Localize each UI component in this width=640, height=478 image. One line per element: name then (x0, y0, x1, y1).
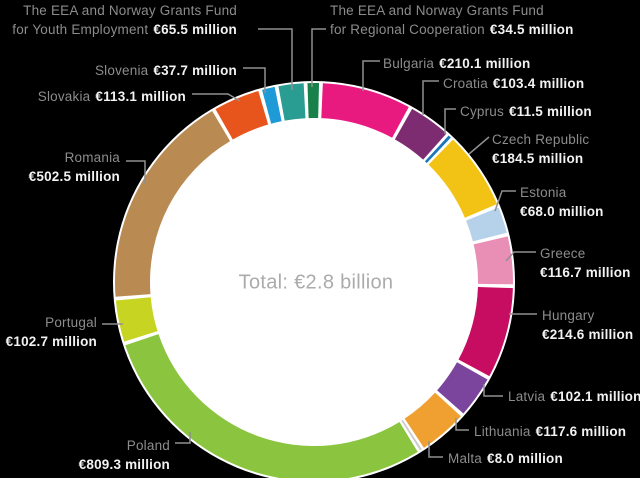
segment-lithuania[interactable] (404, 392, 461, 448)
label-value: €65.5 million (153, 22, 237, 37)
segment-poland[interactable] (125, 334, 418, 478)
label-value: €34.5 million (489, 22, 574, 37)
leader-line-bulgaria (362, 60, 380, 91)
leader-line-poland (175, 432, 191, 444)
segment-estonia[interactable] (466, 207, 507, 242)
leader-line-malta (428, 441, 443, 458)
label-name: Hungary (542, 308, 595, 323)
segment-portugal[interactable] (115, 297, 158, 342)
leader-line-lithuania (455, 418, 469, 431)
leader-line-slovakia (192, 93, 241, 102)
label-value: €214.6 million (542, 327, 634, 342)
leader-line-cyprus (444, 108, 456, 134)
label-value: €184.5 million (492, 151, 584, 166)
label-malta: Malta €8.0 million (448, 449, 563, 468)
label-name: Romania (64, 150, 120, 165)
label-name: The EEA and Norway Grants Fund (23, 3, 237, 18)
label-name: Cyprus (460, 104, 504, 119)
leader-line-romania (126, 160, 146, 184)
label-name: Malta (448, 451, 483, 466)
segment-croatia[interactable] (394, 108, 447, 160)
label-value: €11.5 million (508, 104, 592, 119)
label-name: Estonia (520, 185, 567, 200)
label-name: for Regional Cooperation (330, 22, 485, 37)
segment-bulgaria[interactable] (321, 83, 409, 138)
label-fund-youth-employment: The EEA and Norway Grants Fund for Youth … (12, 1, 237, 39)
label-fund-regional-cooperation: The EEA and Norway Grants Fund for Region… (330, 1, 574, 39)
label-name: Portugal (45, 315, 97, 330)
label-bulgaria: Bulgaria €210.1 million (383, 54, 530, 73)
label-value: €8.0 million (487, 451, 563, 466)
label-lithuania: Lithuania €117.6 million (474, 422, 626, 441)
label-name: Czech Republic (492, 132, 590, 147)
segment-cyprus[interactable] (424, 135, 451, 163)
label-value: €502.5 million (28, 169, 120, 184)
label-value: €210.1 million (439, 56, 531, 71)
segment-hungary[interactable] (458, 287, 513, 377)
label-name: The EEA and Norway Grants Fund (330, 3, 544, 18)
leader-line-czech-republic (468, 136, 490, 155)
label-name: Bulgaria (383, 56, 435, 71)
segment-latvia[interactable] (437, 362, 488, 414)
segment-czech-republic[interactable] (428, 139, 498, 218)
label-name: Slovenia (94, 63, 149, 78)
segment-fund-regional-cooperation[interactable] (307, 82, 320, 119)
leader-line-croatia (422, 80, 439, 115)
label-poland: Poland €809.3 million (79, 436, 170, 474)
label-value: €117.6 million (535, 424, 627, 439)
label-value: €116.7 million (540, 265, 631, 280)
leader-line-slovenia (243, 67, 266, 93)
label-name: Lithuania (474, 424, 531, 439)
label-greece: Greece €116.7 million (540, 244, 631, 282)
label-slovenia: Slovenia €37.7 million (95, 61, 237, 80)
label-name: Slovakia (37, 89, 91, 104)
label-slovakia: Slovakia €113.1 million (38, 87, 186, 106)
label-value: €37.7 million (153, 63, 237, 78)
label-hungary: Hungary €214.6 million (542, 306, 633, 344)
leader-line-estonia (494, 190, 516, 212)
label-value: €103.4 million (492, 76, 585, 91)
label-name: Greece (540, 246, 586, 261)
label-name: for Youth Employment (12, 22, 149, 37)
leader-line-fund-regional-cooperation (311, 28, 326, 87)
segment-malta[interactable] (401, 419, 422, 451)
label-latvia: Latvia €102.1 million (508, 387, 640, 406)
label-name: Poland (126, 438, 170, 453)
label-cyprus: Cyprus €11.5 million (460, 102, 592, 121)
label-czech-republic: Czech Republic €184.5 million (492, 130, 589, 168)
segment-romania[interactable] (114, 111, 231, 297)
ring-backing-circle (113, 81, 515, 478)
chart-total-label: Total: €2.8 billion (238, 271, 394, 294)
label-romania: Romania €502.5 million (29, 148, 120, 186)
segment-slovakia[interactable] (215, 90, 269, 140)
leader-line-fund-youth-employment (258, 28, 293, 90)
label-croatia: Croatia €103.4 million (443, 74, 584, 93)
label-value: €809.3 million (78, 457, 170, 472)
segment-greece[interactable] (473, 236, 514, 285)
label-value: €102.7 million (5, 334, 97, 349)
label-name: Croatia (443, 76, 488, 91)
leader-line-greece (505, 251, 536, 262)
label-estonia: Estonia €68.0 million (520, 183, 604, 221)
label-name: Latvia (508, 389, 546, 404)
label-portugal: Portugal €102.7 million (6, 313, 97, 351)
label-value: €113.1 million (95, 89, 186, 104)
segment-slovenia[interactable] (262, 86, 282, 124)
segment-fund-youth-employment[interactable] (278, 83, 306, 121)
label-value: €68.0 million (520, 204, 604, 219)
label-value: €102.1 million (550, 389, 640, 404)
leader-line-latvia (483, 384, 503, 397)
